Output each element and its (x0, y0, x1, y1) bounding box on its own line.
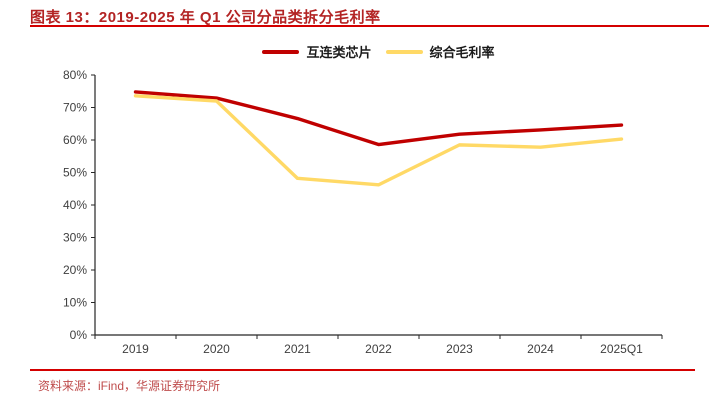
legend-line-swatch-yellow (385, 49, 423, 54)
x-axis-category-label: 2022 (365, 342, 392, 356)
footer-divider (30, 369, 695, 371)
title-divider (30, 25, 709, 27)
y-axis-tick-label: 40% (63, 198, 87, 212)
y-axis-tick-label: 70% (63, 101, 87, 115)
y-axis-tick-label: 80% (63, 68, 87, 82)
y-axis-tick-label: 10% (63, 296, 87, 310)
x-axis-category-label: 2023 (446, 342, 473, 356)
axis-line (94, 75, 662, 336)
x-axis-category-label: 2020 (203, 342, 230, 356)
y-axis-tick-label: 30% (63, 231, 87, 245)
x-axis-category-label: 2024 (527, 342, 554, 356)
y-axis-tick-label: 50% (63, 166, 87, 180)
series-line-2 (133, 94, 624, 187)
legend-line-swatch-red (262, 49, 300, 54)
legend-item-series1: 互连类芯片 (262, 42, 372, 61)
figure-title: 图表 13：2019-2025 年 Q1 公司分品类拆分毛利率 (30, 9, 381, 26)
y-axis-tick-label: 60% (63, 133, 87, 147)
y-axis-tick-label: 20% (63, 263, 87, 277)
chart-legend: 互连类芯片 综合毛利率 (95, 42, 662, 61)
x-axis-category-label: 2021 (284, 342, 311, 356)
x-axis-category-label: 2025Q1 (600, 342, 643, 356)
legend-label-series2: 综合毛利率 (429, 45, 495, 60)
source-note: 资料来源：iFind，华源证券研究所 (38, 379, 221, 393)
legend-label-series1: 互连类芯片 (306, 45, 372, 60)
x-axis-category-label: 2019 (122, 342, 149, 356)
y-axis-tick-label: 0% (70, 328, 88, 342)
series-line-1 (133, 90, 624, 147)
legend-item-series2: 综合毛利率 (385, 42, 495, 61)
